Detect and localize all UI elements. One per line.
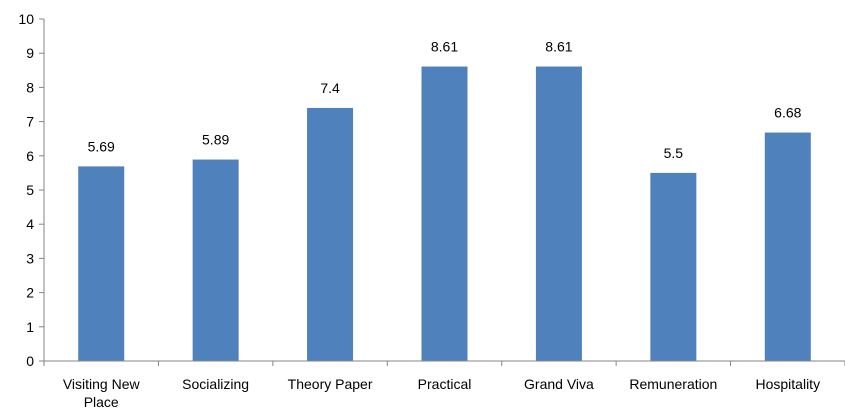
data-label: 8.61 (431, 39, 458, 55)
x-tick-label: Grand Viva (524, 376, 594, 392)
x-axis-labels: Visiting New Place Socializing Theory Paper… (63, 376, 820, 410)
y-tick-label: 8 (26, 79, 34, 95)
bar (650, 172, 697, 361)
y-tick-label: 4 (26, 216, 34, 232)
data-labels-group: 5.69 5.89 7.4 8.61 8.61 5.5 6.68 (88, 39, 802, 161)
bar (535, 66, 582, 362)
data-label: 5.5 (664, 145, 684, 161)
data-label: 5.89 (202, 132, 229, 148)
bar (192, 159, 239, 361)
x-tick-label: Theory Paper (288, 376, 373, 392)
bar (421, 66, 468, 362)
y-tick-label: 3 (26, 250, 34, 266)
data-label: 6.68 (774, 105, 801, 121)
data-label: 8.61 (545, 39, 572, 55)
x-tick-label: Visiting New Place (63, 376, 141, 410)
x-tick-label: Practical (418, 376, 472, 392)
y-tick-label: 5 (26, 182, 34, 198)
bar (78, 166, 125, 361)
x-tick-label: Remuneration (629, 376, 717, 392)
data-label: 7.4 (320, 80, 340, 96)
y-tick-label: 1 (26, 319, 34, 335)
data-label: 5.69 (88, 138, 115, 154)
y-tick-label: 0 (26, 353, 34, 369)
bar (764, 132, 811, 361)
y-axis-ticks: 0 1 2 3 4 5 6 7 8 9 10 (18, 11, 845, 369)
bar (307, 107, 354, 361)
y-tick-label: 6 (26, 148, 34, 164)
y-tick-label: 9 (26, 45, 34, 61)
y-tick-label: 2 (26, 285, 34, 301)
bars-group (78, 66, 811, 362)
y-tick-label: 10 (18, 11, 34, 27)
y-tick-label: 7 (26, 114, 34, 130)
x-tick-label: Hospitality (755, 376, 820, 392)
x-tick-label: Socializing (182, 376, 249, 392)
